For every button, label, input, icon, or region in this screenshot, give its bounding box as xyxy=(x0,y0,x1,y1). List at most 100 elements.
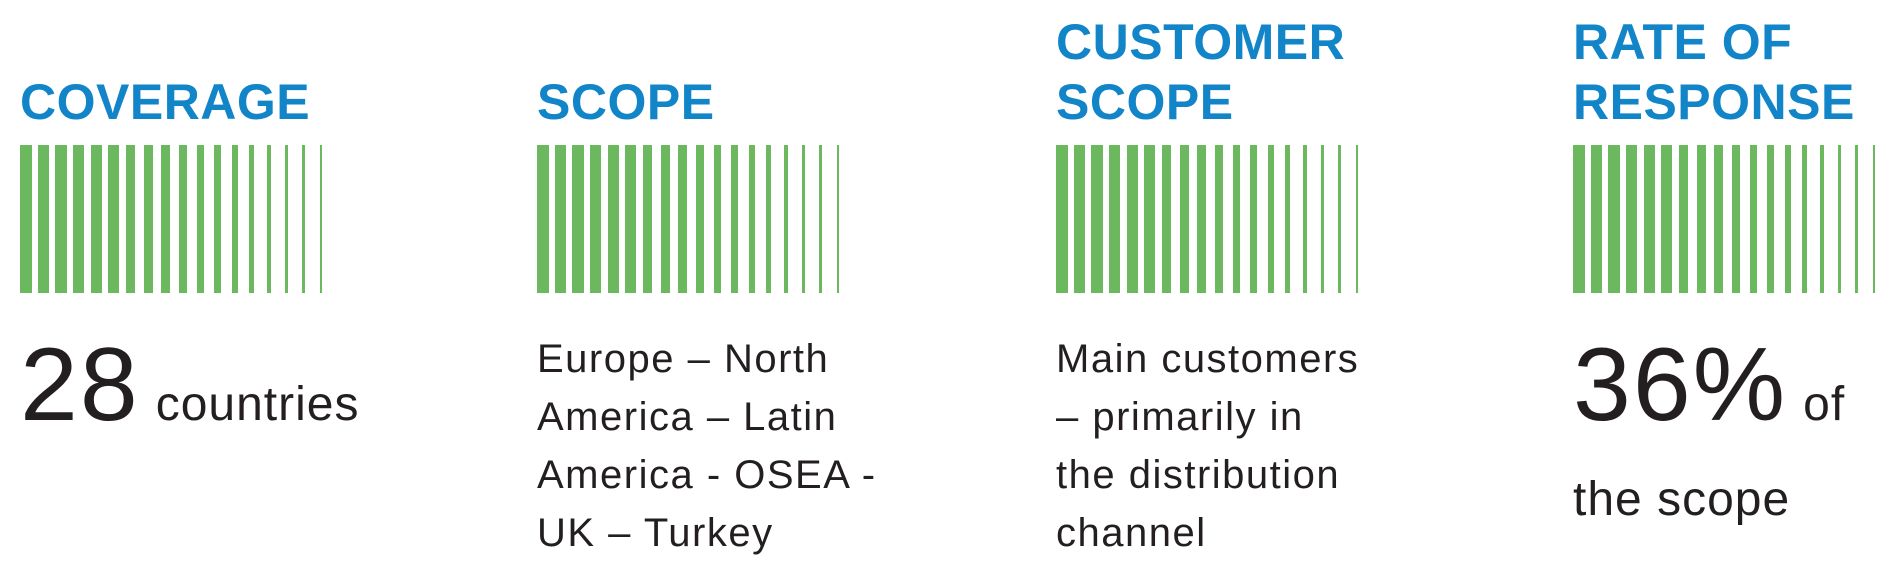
heading-line: CUSTOMER xyxy=(1056,14,1346,70)
barcode-bar xyxy=(1108,145,1120,293)
barcode-bar xyxy=(1573,145,1585,293)
barcode-bar xyxy=(607,145,619,293)
barcode-bar xyxy=(1126,145,1138,293)
paragraph-line: channel xyxy=(1056,511,1207,555)
paragraph-line: Main customers xyxy=(1056,337,1360,381)
barcode-bar xyxy=(1179,145,1189,293)
barcode-bar xyxy=(713,145,721,293)
barcode-bar xyxy=(20,145,32,293)
stat-value: 28 xyxy=(20,327,140,443)
barcode-bar xyxy=(231,145,238,293)
barcode-bar xyxy=(1232,145,1240,293)
stat-second-line: the scope xyxy=(1573,473,1791,526)
barcode-bar xyxy=(178,145,187,293)
barcode-bar xyxy=(642,145,653,293)
barcode-bar xyxy=(837,145,840,293)
barcode-bar xyxy=(572,145,584,293)
stat-value: 36% xyxy=(1573,327,1788,443)
barcode-bar xyxy=(589,145,601,293)
barcode-bar xyxy=(1608,145,1620,293)
barcode-bar xyxy=(1285,145,1291,293)
rate-of-response-heading: RATE OF RESPONSE xyxy=(1573,0,1894,132)
barcode-bar xyxy=(1250,145,1257,293)
barcode-bar xyxy=(554,145,567,293)
paragraph-line: the distribution xyxy=(1056,453,1341,497)
paragraph-line: Europe – North xyxy=(537,337,830,381)
barcode-bar xyxy=(1197,145,1206,293)
barcode-bar xyxy=(1802,145,1808,293)
barcode-bar xyxy=(1590,145,1603,293)
barcode-bar xyxy=(801,145,806,293)
column-customer-scope: CUSTOMER SCOPE Main customers – primaril… xyxy=(1056,0,1516,572)
barcode-bar xyxy=(284,145,289,293)
barcode-bar xyxy=(125,145,136,293)
barcode-bar xyxy=(1320,145,1325,293)
column-coverage: COVERAGE 28 countries xyxy=(20,0,460,572)
coverage-heading: COVERAGE xyxy=(20,0,460,132)
column-scope: SCOPE Europe – North America – Latin Ame… xyxy=(537,0,987,572)
barcode-bar xyxy=(1144,145,1155,293)
barcode-bar xyxy=(1161,145,1172,293)
barcode-bar xyxy=(784,145,789,293)
barcode-graphic xyxy=(1056,145,1516,293)
customer-scope-paragraph: Main customers – primarily in the distri… xyxy=(1056,330,1516,562)
customer-scope-heading: CUSTOMER SCOPE xyxy=(1056,0,1516,132)
barcode-bar xyxy=(37,145,50,293)
heading-line: SCOPE xyxy=(537,74,715,130)
barcode-bar xyxy=(1643,145,1655,293)
barcode-bar xyxy=(1714,145,1723,293)
barcode-bar xyxy=(214,145,221,293)
barcode-bar xyxy=(1661,145,1672,293)
barcode-bar xyxy=(660,145,670,293)
barcode-bar xyxy=(1749,145,1757,293)
barcode-bar xyxy=(1073,145,1086,293)
stat-suffix: of xyxy=(1803,378,1846,431)
heading-line: RATE OF xyxy=(1573,14,1793,70)
barcode-bar xyxy=(196,145,204,293)
barcode-bar xyxy=(1855,145,1858,293)
barcode-bar xyxy=(748,145,755,293)
scope-heading: SCOPE xyxy=(537,0,987,132)
heading-line: SCOPE xyxy=(1056,74,1234,130)
barcode-bar xyxy=(1873,145,1876,293)
barcode-bar xyxy=(1696,145,1706,293)
barcode-graphic xyxy=(1573,145,1894,293)
barcode-bar xyxy=(537,145,549,293)
barcode-bar xyxy=(1214,145,1223,293)
barcode-bar xyxy=(90,145,102,293)
barcode-bar xyxy=(766,145,772,293)
coverage-stat: 28 countries xyxy=(20,330,460,471)
barcode-bar xyxy=(819,145,822,293)
heading-line: RESPONSE xyxy=(1573,74,1855,130)
paragraph-line: UK – Turkey xyxy=(537,511,774,555)
paragraph-line: America – Latin xyxy=(537,395,838,439)
barcode-graphic xyxy=(537,145,987,293)
barcode-bar xyxy=(1784,145,1791,293)
barcode-bar xyxy=(302,145,305,293)
barcode-bar xyxy=(320,145,323,293)
barcode-bar xyxy=(1056,145,1068,293)
barcode-bar xyxy=(625,145,636,293)
scope-paragraph: Europe – North America – Latin America -… xyxy=(537,330,987,562)
heading-line: COVERAGE xyxy=(20,74,311,130)
barcode-bar xyxy=(1356,145,1359,293)
barcode-bar xyxy=(1820,145,1825,293)
barcode-bar xyxy=(72,145,84,293)
barcode-bar xyxy=(108,145,119,293)
paragraph-line: – primarily in xyxy=(1056,395,1304,439)
barcode-bar xyxy=(731,145,738,293)
column-rate-of-response: RATE OF RESPONSE 36% of the scope xyxy=(1573,0,1894,572)
barcode-graphic xyxy=(20,145,460,293)
barcode-bar xyxy=(249,145,255,293)
barcode-bar xyxy=(1678,145,1689,293)
rate-of-response-stat: 36% of xyxy=(1573,330,1894,471)
barcode-bar xyxy=(1731,145,1740,293)
barcode-bar xyxy=(143,145,153,293)
barcode-bar xyxy=(1338,145,1341,293)
barcode-bar xyxy=(1767,145,1774,293)
barcode-bar xyxy=(161,145,170,293)
barcode-bar xyxy=(1837,145,1842,293)
paragraph-line: America - OSEA - xyxy=(537,453,877,497)
barcode-bar xyxy=(678,145,687,293)
barcode-bar xyxy=(695,145,704,293)
